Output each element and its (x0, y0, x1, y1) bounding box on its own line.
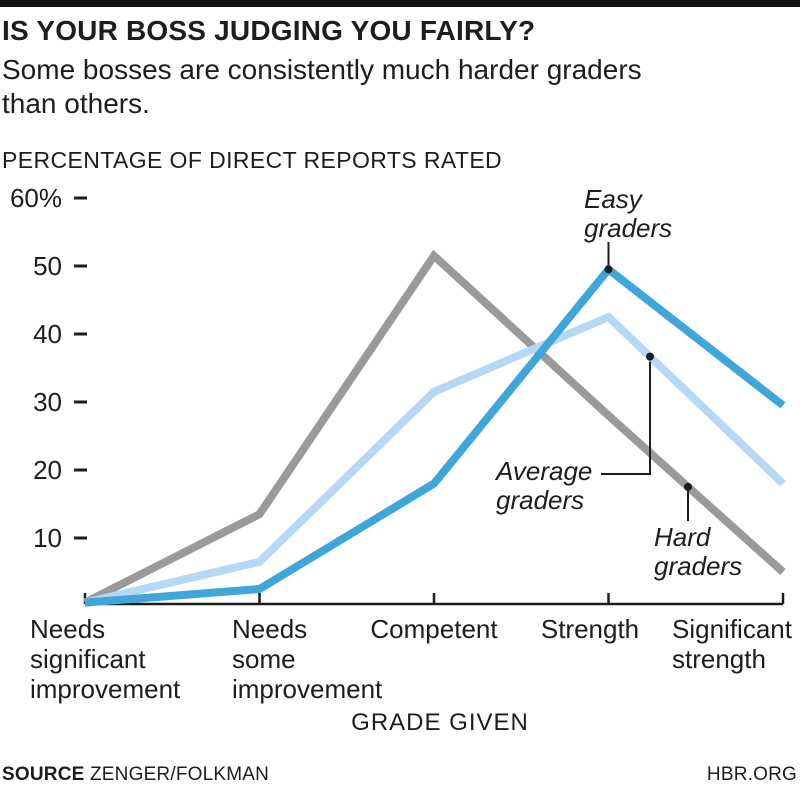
callout-connectors (601, 242, 692, 521)
x-category-label-3: Strength (540, 614, 640, 644)
y-tick-label-30: 30 (33, 387, 62, 417)
series-line-hard-graders (83, 249, 786, 607)
callout-dot-hard (684, 482, 692, 491)
callout-dot-average (646, 352, 654, 361)
legend-label-easy-graders: Easy graders (584, 184, 673, 244)
y-tick-label-20: 20 (33, 455, 62, 485)
y-axis-title: PERCENTAGE OF DIRECT REPORTS RATED (2, 147, 503, 173)
callout-line-average (601, 361, 651, 475)
legend-label-average-graders: Average graders (496, 456, 593, 516)
source-credit: SOURCE ZENGER/FOLKMAN (2, 764, 269, 786)
series-line-easy-graders (84, 263, 786, 607)
top-rule-bar (0, 0, 800, 7)
x-category-label-0: Needs significant improvement (30, 614, 181, 705)
chart-series-lines (83, 249, 786, 607)
callout-dot-easy (604, 265, 613, 274)
x-category-label-1: Needs some improvement (232, 614, 383, 705)
y-tick-label-60: 60% (9, 183, 62, 213)
x-category-label-4: Significant strength (672, 614, 792, 675)
x-category-label-2: Competent (370, 614, 498, 644)
brand-mark: HBR.ORG (706, 764, 797, 785)
source-label: SOURCE (2, 764, 85, 785)
page-subtitle: Some bosses are consistently much harder… (2, 54, 642, 120)
y-tick-label-40: 40 (33, 319, 62, 349)
y-tick-label-10: 10 (33, 523, 62, 553)
page-title: IS YOUR BOSS JUDGING YOU FAIRLY? (2, 15, 536, 46)
source-value: ZENGER/FOLKMAN (89, 764, 270, 785)
legend-label-hard-graders: Hard graders (654, 522, 743, 582)
y-tick-label-50: 50 (33, 251, 62, 281)
x-axis-title: GRADE GIVEN (351, 709, 529, 736)
series-line-average-graders (84, 312, 786, 607)
